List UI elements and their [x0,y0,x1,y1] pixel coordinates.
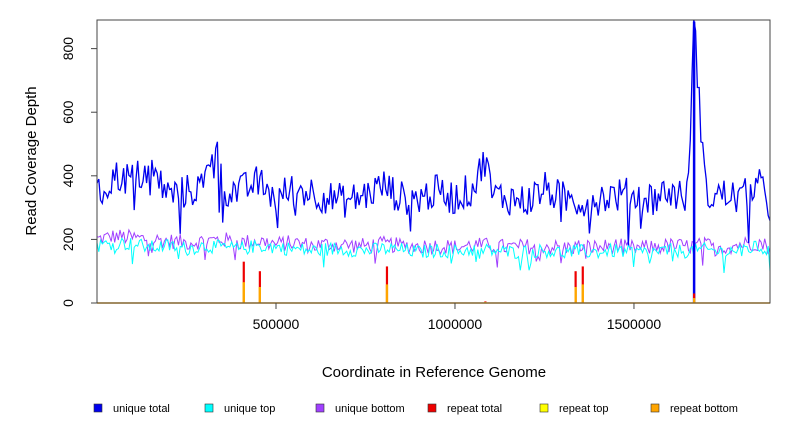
y-tick-label: 0 [60,299,76,307]
legend-label: unique bottom [335,403,405,415]
legend-swatch [315,403,325,413]
legend-label: unique total [113,403,170,415]
legend-swatch [204,403,214,413]
y-tick-label: 200 [60,228,76,252]
legend: unique total unique top unique bottom repea… [93,403,738,415]
legend-label: repeat total [447,403,502,415]
legend-label: unique top [224,403,275,415]
legend-label: repeat bottom [670,403,738,415]
y-tick-label: 800 [60,37,76,61]
y-axis: 0 200 400 600 800 [60,37,97,307]
legend-swatch [650,403,660,413]
legend-swatch [93,403,103,413]
y-axis-label: Read Coverage Depth [23,86,40,235]
legend-swatch [427,403,437,413]
plot-frame [96,19,771,304]
x-tick-label: 500000 [253,316,300,332]
x-axis-label: Coordinate in Reference Genome [322,364,546,381]
plot-lines [96,19,771,304]
series-unique-bottom [96,228,771,268]
y-tick-label: 600 [60,100,76,124]
x-axis: 500000 1000000 1500000 [253,303,662,332]
legend-label: repeat top [559,403,609,415]
series-unique-total [96,19,771,246]
x-tick-label: 1500000 [607,316,662,332]
y-tick-label: 400 [60,164,76,188]
legend-swatch [539,403,549,413]
x-tick-label: 1000000 [428,316,483,332]
series-unique-top [96,237,771,274]
